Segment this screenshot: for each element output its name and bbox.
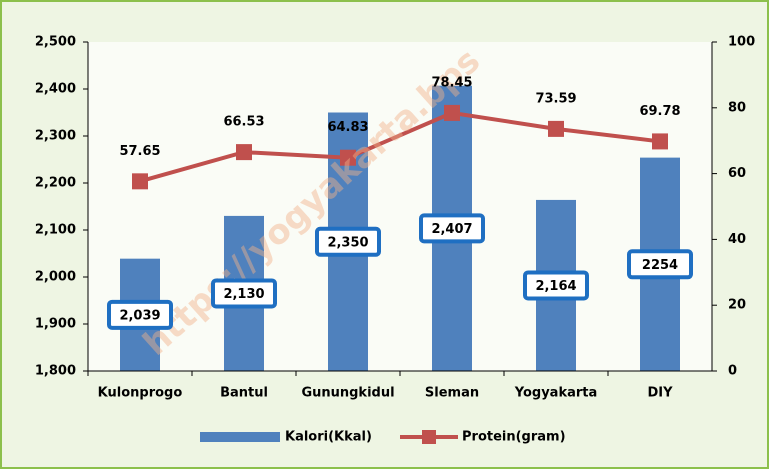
legend-label: Kalori(Kkal): [285, 430, 372, 445]
y2-tick-label: 0: [728, 364, 737, 379]
y2-tick-label: 60: [728, 166, 746, 181]
y-tick-label: 2,500: [35, 35, 76, 50]
x-tick-label: Bantul: [220, 386, 268, 401]
data-label-box: [315, 226, 381, 257]
y-tick-label: 2,000: [35, 270, 76, 285]
y-tick-label: 1,800: [35, 364, 76, 379]
data-label: 69.78: [639, 104, 680, 119]
y-tick-label: 2,200: [35, 176, 76, 191]
data-label: 73.59: [535, 91, 576, 106]
y-tick-label: 2,400: [35, 82, 76, 97]
line-marker: [652, 133, 668, 150]
line: [139, 110, 661, 184]
line-marker: [236, 144, 252, 161]
data-label: 57.65: [119, 144, 160, 159]
data-label: 2,130: [223, 287, 264, 302]
data-label-box: [419, 213, 485, 244]
data-label: 2,039: [119, 308, 160, 323]
legend-marker: [422, 430, 436, 444]
data-label: 2,350: [327, 235, 368, 250]
data-label: 66.53: [223, 115, 264, 130]
y2-tick-label: 100: [728, 35, 755, 50]
data-label-box: [523, 270, 589, 301]
line-marker: [444, 104, 460, 121]
y2-tick-label: 20: [728, 298, 746, 313]
legend-label: Protein(gram): [462, 430, 566, 445]
line-marker: [132, 173, 148, 190]
x-tick-label: Kulonprogo: [98, 386, 183, 401]
data-label: 2254: [642, 258, 678, 273]
data-label-box: [107, 299, 173, 330]
data-label: 78.45: [431, 75, 472, 90]
line-marker: [340, 149, 356, 166]
line-marker: [548, 120, 564, 137]
data-label: 2,164: [535, 279, 576, 294]
data-label-box: [211, 278, 277, 309]
data-label: 64.83: [327, 120, 368, 135]
plot-area: [88, 42, 712, 371]
x-tick-label: DIY: [647, 386, 673, 401]
x-tick-label: Yogyakarta: [514, 386, 598, 401]
y2-tick-label: 80: [728, 100, 746, 115]
x-tick-label: Sleman: [425, 386, 479, 401]
data-label-box: [627, 249, 693, 280]
y-tick-label: 1,900: [35, 317, 76, 332]
y2-tick-label: 40: [728, 232, 746, 247]
legend-swatch: [200, 432, 280, 442]
y-tick-label: 2,300: [35, 129, 76, 144]
data-label: 2,407: [431, 222, 472, 237]
x-tick-label: Gunungkidul: [301, 386, 394, 401]
y-tick-label: 2,100: [35, 223, 76, 238]
